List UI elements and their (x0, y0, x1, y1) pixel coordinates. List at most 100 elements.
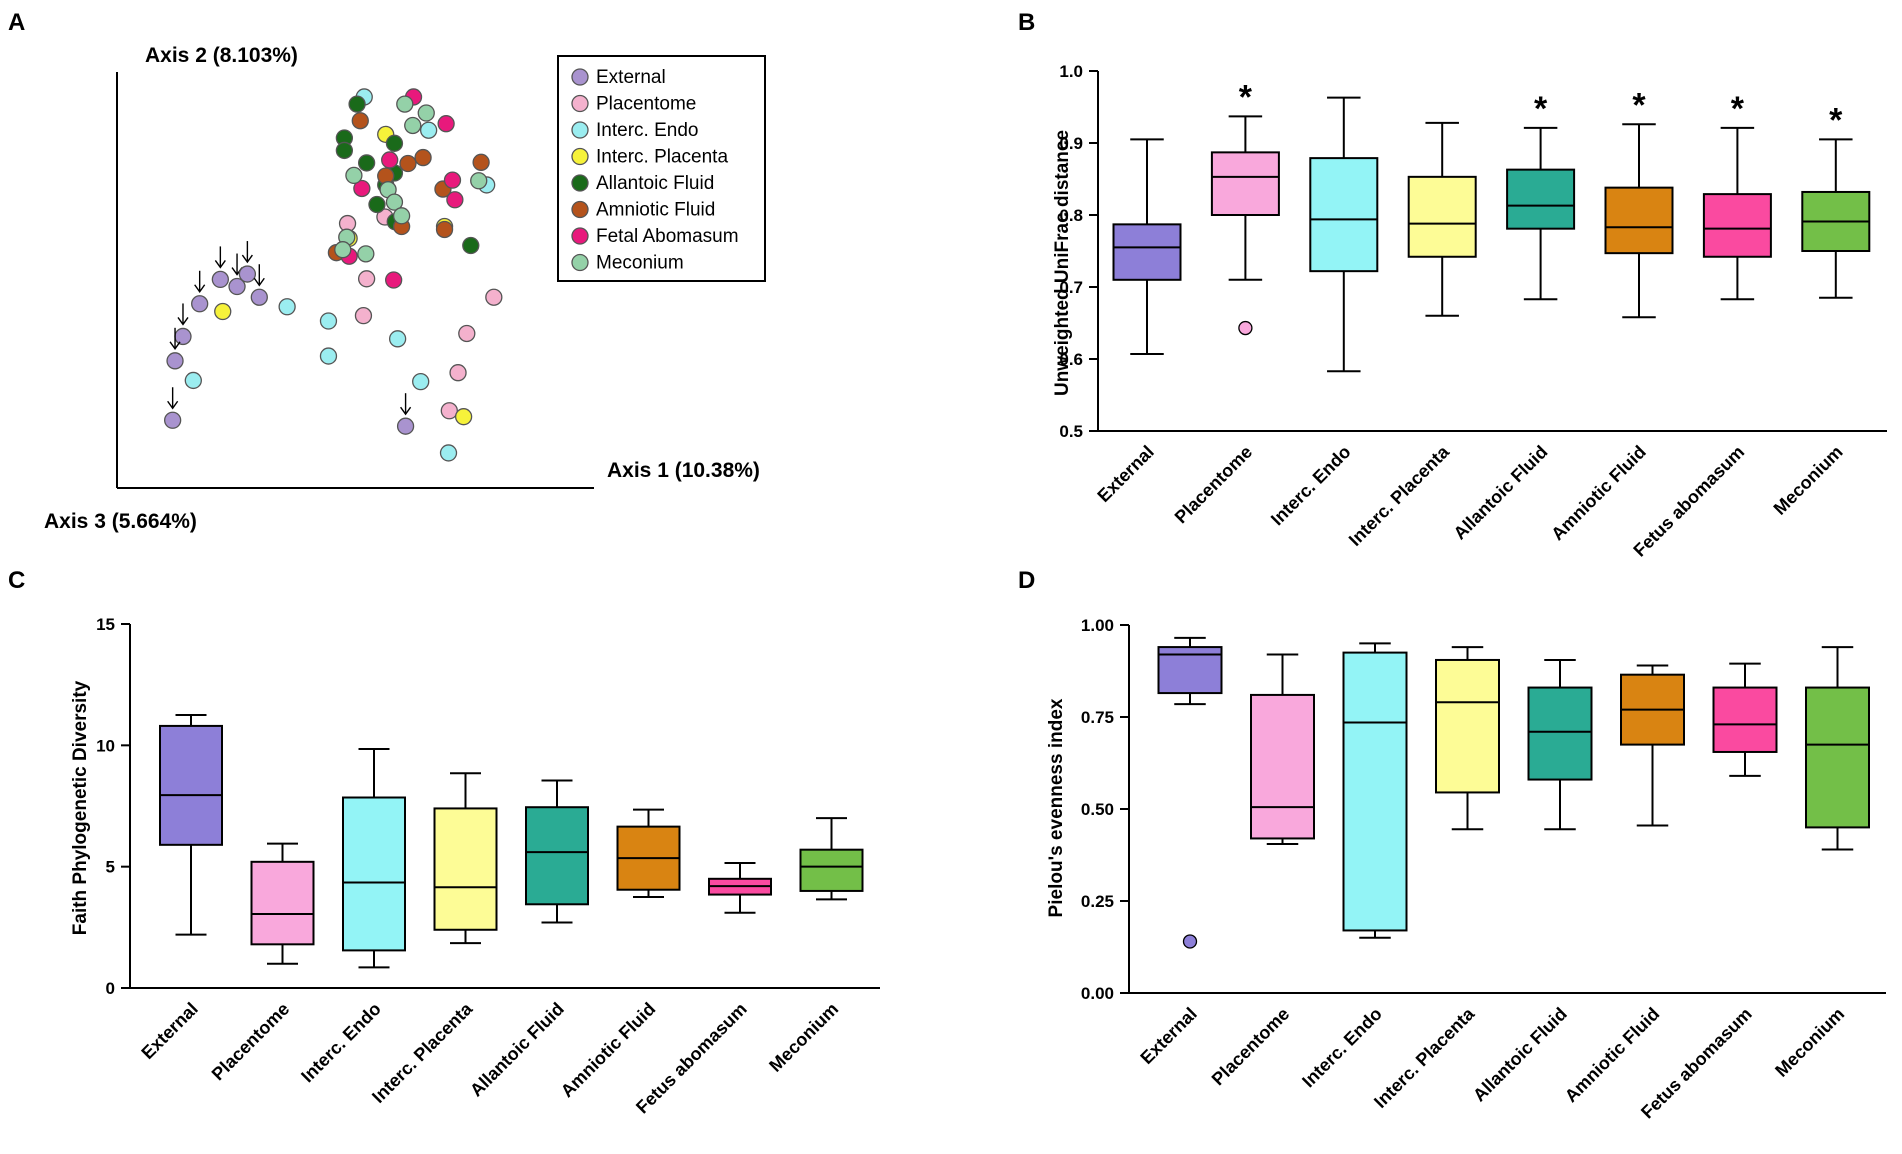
point-meconium (357, 245, 375, 263)
legend-label-interc-placenta: Interc. Placenta (596, 147, 728, 168)
x-tick-label: Placentome (1208, 1004, 1294, 1090)
point-interc-endo (419, 121, 438, 139)
pielou-panel: Pielou's evenness index 0.00 0.25 0.50 0.75… (1046, 616, 1886, 1123)
box-interc-endo (1309, 96, 1379, 373)
box-external (159, 714, 223, 936)
x-tick-label: Fetus abomasum (1629, 442, 1748, 561)
box-placentome: * (1210, 78, 1280, 336)
iqr-box (159, 724, 223, 846)
significance-marker: * (1829, 101, 1843, 139)
box-interc-placenta (1407, 121, 1477, 317)
significance-marker: * (1534, 90, 1548, 128)
legend-label-placentome: Placentome (596, 94, 696, 115)
point-fetal-abomasum (437, 115, 455, 133)
box-fetus-abomasum (1712, 662, 1778, 777)
point-fetal-abomasum (353, 179, 371, 198)
iqr-box (525, 806, 589, 906)
legend-swatch-interc-endo (571, 121, 589, 139)
point-allantoic-fluid (368, 195, 386, 214)
box-amniotic-fluid (1620, 664, 1685, 827)
point-meconium (385, 193, 404, 211)
y-tick-label: 1.00 (1081, 616, 1114, 635)
y-tick-label: 0.5 (1059, 422, 1083, 441)
x-tick-label: Allantoic Fluid (1469, 1004, 1571, 1106)
legend-swatch-fetal-abomasum (571, 227, 589, 245)
point-placentome (354, 307, 373, 325)
iqr-box (1527, 686, 1593, 781)
y-tick-label: 10 (96, 736, 115, 755)
y-tick-label: 0.75 (1081, 708, 1114, 727)
x-tick-label: Interc. Endo (1298, 1004, 1386, 1092)
pcoa-axis3-title: Axis 3 (5.664%) (44, 510, 197, 533)
iqr-box (1604, 186, 1674, 255)
legend-label-fetal-abomasum: Fetal Abomasum (596, 226, 739, 247)
point-interc-endo (412, 372, 430, 391)
x-tick-label: External (1093, 442, 1157, 506)
pcoa-axis2-title: Axis 2 (8.103%) (145, 44, 298, 67)
box-amniotic-fluid: * (1604, 86, 1674, 319)
iqr-box (250, 860, 315, 946)
legend-swatch-interc-placenta (571, 147, 589, 166)
point-fetal-abomasum (443, 171, 462, 189)
box-fetus-abomasum (708, 862, 772, 914)
x-tick-label: Interc. Endo (1267, 442, 1355, 530)
box-external (1157, 636, 1223, 949)
x-tick-label: Meconium (765, 999, 842, 1076)
box-placentome (250, 842, 315, 965)
box-external (1112, 138, 1182, 355)
box-interc-placenta (433, 772, 498, 945)
point-external (250, 288, 268, 306)
legend-label-interc-endo: Interc. Endo (596, 120, 698, 141)
legend-swatch-placentome (571, 94, 589, 113)
x-tick-label: Interc. Placenta (368, 998, 477, 1107)
box-allantoic-fluid: * (1506, 90, 1576, 301)
point-meconium (345, 166, 363, 185)
point-external (211, 270, 230, 289)
legend-swatch-external (571, 68, 589, 86)
point-allantoic-fluid (348, 95, 366, 113)
point-fetal-abomasum (385, 271, 403, 289)
legend-label-meconium: Meconium (596, 253, 684, 274)
x-tick-label: Meconium (1770, 442, 1847, 519)
point-external (238, 265, 257, 283)
box-allantoic-fluid (525, 779, 589, 924)
point-placentome (458, 324, 476, 343)
iqr-box (1112, 223, 1182, 281)
iqr-box (433, 807, 498, 931)
pcoa-panel: Axis 2 (8.103%) Axis 1 (10.38%) Axis 3 (… (44, 44, 766, 533)
x-tick-label: Placentome (208, 999, 294, 1085)
point-placentome (485, 288, 503, 306)
panel-letter-c: C (8, 567, 25, 594)
point-amniotic-fluid (414, 148, 432, 167)
point-interc-endo (278, 298, 296, 316)
y-axis-title: Faith Phylogenetic Diversity (70, 680, 91, 935)
pcoa-points (163, 88, 503, 462)
y-tick-label: 0.7 (1059, 278, 1083, 297)
point-meconium (334, 241, 352, 259)
significance-marker: * (1731, 90, 1745, 128)
point-interc-endo (319, 347, 338, 365)
point-placentome (449, 364, 467, 382)
panel-letter-b: B (1018, 9, 1035, 36)
point-interc-endo (184, 371, 202, 390)
significance-marker: * (1239, 78, 1253, 116)
point-fetal-abomasum (381, 151, 399, 169)
point-external (396, 417, 415, 435)
x-tick-label: Interc. Placenta (1345, 441, 1454, 550)
arrow-marker (241, 241, 253, 264)
point-external (163, 411, 182, 429)
point-interc-placenta (454, 408, 473, 426)
x-tick-label: Amniotic Fluid (1561, 1004, 1664, 1107)
x-tick-label: External (1136, 1004, 1200, 1068)
box-interc-endo (1342, 642, 1408, 939)
iqr-box (1702, 193, 1772, 258)
y-axis-title: Unweighted UniFrac distance (1052, 130, 1073, 396)
legend-label-allantoic-fluid: Allantoic Fluid (596, 173, 714, 194)
point-fetal-abomasum (446, 191, 464, 209)
legend-swatch-meconium (571, 253, 589, 272)
point-external (191, 295, 209, 313)
unifrac-panel: Unweighted UniFrac distance 0.5 0.6 0.7 0.8… (1052, 62, 1887, 561)
point-meconium (470, 172, 488, 190)
point-allantoic-fluid (335, 141, 354, 160)
